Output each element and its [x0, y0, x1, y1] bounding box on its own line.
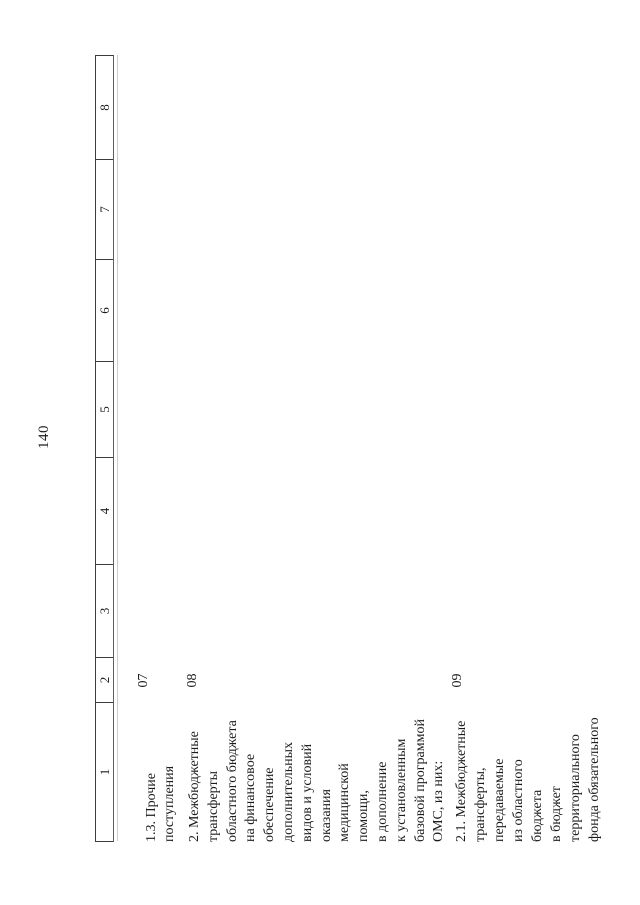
- column-header-5: 5: [96, 361, 113, 457]
- page-number: 140: [36, 425, 52, 449]
- label-line: 2. Межбюджетные: [187, 731, 202, 842]
- table-row-label-2-1: 2.1. Межбюджетные трансферты, передаваем…: [452, 690, 604, 842]
- label-line: трансферты: [205, 770, 221, 842]
- column-header-7: 7: [96, 159, 113, 259]
- label-line: бюджета: [530, 789, 545, 842]
- column-header-6: 6: [96, 259, 113, 361]
- label-line: обеспечение: [262, 767, 278, 842]
- label-line: передаваемые: [492, 758, 507, 842]
- label-line: трансферты,: [473, 767, 488, 842]
- label-line: помощи,: [356, 790, 372, 842]
- label-line: 2.1. Межбюджетные: [454, 720, 469, 842]
- label-line: видов и условий: [299, 743, 315, 842]
- header-rule-scan-shadow: [117, 55, 118, 841]
- table-row-code-1-3: 07: [136, 673, 151, 688]
- label-line: медицинской: [337, 763, 353, 842]
- column-header-2: 2: [96, 657, 113, 702]
- column-header-1: 1: [96, 702, 113, 841]
- label-line: поступления: [161, 765, 177, 842]
- label-line: территориального: [568, 734, 583, 842]
- label-line: на финансовое: [243, 753, 259, 842]
- column-header-3: 3: [96, 564, 113, 657]
- label-line: из областного: [511, 759, 526, 842]
- table-row-label-2: 2. Межбюджетные трансферты областного бю…: [186, 690, 449, 842]
- label-line: в бюджет: [549, 786, 564, 842]
- label-line: ОМС, из них:: [431, 760, 447, 842]
- table-row-code-2: 08: [185, 673, 200, 688]
- column-header-4: 4: [96, 457, 113, 564]
- label-line: оказания: [318, 789, 334, 842]
- label-line: к установленным: [393, 738, 409, 842]
- label-line: 1.3. Прочие: [144, 773, 159, 842]
- column-header-8: 8: [96, 104, 112, 111]
- label-line: дополнительных: [280, 741, 296, 842]
- table-column-number-row: 1 2 3 4 5 6 7 8: [95, 55, 114, 842]
- label-line: областного бюджета: [224, 720, 240, 842]
- label-line: базовой программой: [412, 719, 428, 842]
- table-row-code-2-1: 09: [450, 673, 465, 688]
- table-row-label-1-3: 1.3. Прочие поступления: [143, 690, 178, 842]
- label-line: в дополнение: [374, 761, 390, 842]
- label-line: фонда обязательного: [587, 717, 602, 842]
